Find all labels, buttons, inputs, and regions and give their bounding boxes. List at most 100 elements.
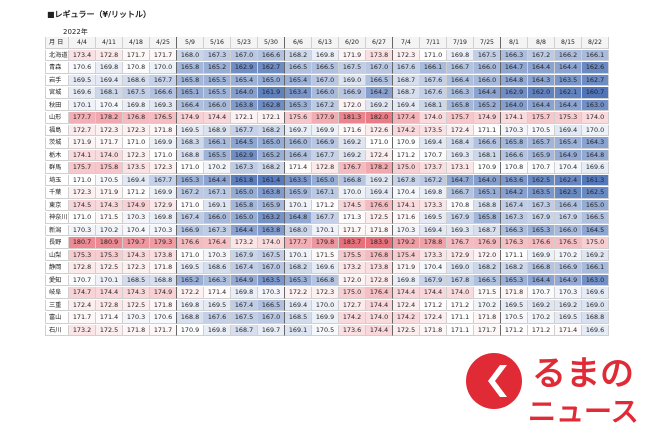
price-cell: 170.3 <box>123 312 150 324</box>
price-cell: 167.0 <box>258 262 285 274</box>
price-cell: 169.4 <box>123 174 150 187</box>
price-cell: 169.2 <box>366 174 393 187</box>
prefecture-name: 愛知 <box>45 274 69 287</box>
price-cell: 168.5 <box>123 274 150 287</box>
price-cell: 169.5 <box>204 299 231 312</box>
price-cell: 176.4 <box>366 287 393 299</box>
price-cell: 162.4 <box>555 174 582 187</box>
prefecture-name: 長野 <box>45 237 69 249</box>
price-cell: 164.4 <box>555 62 582 74</box>
price-cell: 165.8 <box>501 137 528 149</box>
price-cell: 176.7 <box>447 237 474 249</box>
price-cell: 172.8 <box>96 49 123 62</box>
price-cell: 165.1 <box>177 87 204 99</box>
price-cell: 164.2 <box>366 87 393 99</box>
price-cell: 166.0 <box>474 62 501 74</box>
price-cell: 167.2 <box>420 174 447 187</box>
price-cell: 171.7 <box>123 49 150 62</box>
price-cell: 165.2 <box>204 62 231 74</box>
price-cell: 173.4 <box>69 49 96 62</box>
price-cell: 164.9 <box>555 274 582 287</box>
price-cell: 170.6 <box>69 62 96 74</box>
price-cell: 173.1 <box>447 162 474 174</box>
table-title: ■レギュラー（¥/リットル） <box>47 10 152 19</box>
price-cell: 163.0 <box>582 99 609 112</box>
price-cell: 175.6 <box>285 112 312 124</box>
logo-line2: ニュース <box>528 395 639 427</box>
price-cell: 171.1 <box>501 249 528 262</box>
price-cell: 172.3 <box>393 49 420 62</box>
price-cell: 172.2 <box>285 287 312 299</box>
price-cell: 172.3 <box>69 187 96 199</box>
price-cell: 167.8 <box>393 174 420 187</box>
price-cell: 182.0 <box>366 112 393 124</box>
price-cell: 166.6 <box>258 49 285 62</box>
date-header: 4/25 <box>150 37 177 49</box>
price-cell: 170.3 <box>258 287 285 299</box>
price-cell: 172.5 <box>393 324 420 337</box>
price-cell: 170.4 <box>393 187 420 199</box>
price-cell: 163.5 <box>258 274 285 287</box>
price-cell: 167.4 <box>177 212 204 224</box>
price-cell: 169.8 <box>393 274 420 287</box>
price-cell: 174.9 <box>150 287 177 299</box>
table-row: 神奈川 171.0 171.5 170.3 169.8 167.4 166.0 165.0 16… <box>45 212 609 224</box>
price-cell: 166.4 <box>447 74 474 87</box>
price-cell: 171.5 <box>312 249 339 262</box>
price-cell: 170.2 <box>555 249 582 262</box>
price-cell: 165.8 <box>447 99 474 112</box>
price-cell: 171.5 <box>96 212 123 224</box>
price-cell: 174.0 <box>420 112 447 124</box>
price-cell: 173.2 <box>69 324 96 337</box>
price-cell: 169.2 <box>339 137 366 149</box>
price-cell: 163.8 <box>258 187 285 199</box>
price-cell: 178.2 <box>366 162 393 174</box>
price-cell: 165.0 <box>231 212 258 224</box>
price-cell: 164.4 <box>528 274 555 287</box>
price-cell: 171.4 <box>285 162 312 174</box>
price-cell: 174.0 <box>366 312 393 324</box>
price-cell: 172.2 <box>177 287 204 299</box>
date-header: 8/15 <box>555 37 582 49</box>
price-cell: 170.9 <box>177 324 204 337</box>
price-cell: 175.4 <box>393 249 420 262</box>
price-cell: 169.4 <box>555 124 582 137</box>
price-cell: 167.7 <box>312 212 339 224</box>
price-cell: 169.8 <box>204 324 231 337</box>
price-cell: 170.4 <box>96 99 123 112</box>
price-cell: 166.7 <box>447 62 474 74</box>
price-cell: 164.3 <box>528 74 555 87</box>
prefecture-name: 山梨 <box>45 249 69 262</box>
price-cell: 175.7 <box>447 112 474 124</box>
price-cell: 162.5 <box>582 187 609 199</box>
price-cell: 169.5 <box>177 262 204 274</box>
price-cell: 176.8 <box>366 249 393 262</box>
price-cell: 171.0 <box>150 149 177 162</box>
price-cell: 170.3 <box>501 124 528 137</box>
prefecture-name: 埼玉 <box>45 174 69 187</box>
price-cell: 169.5 <box>555 312 582 324</box>
price-cell: 171.0 <box>123 137 150 149</box>
price-cell: 170.0 <box>582 124 609 137</box>
price-cell: 176.9 <box>474 237 501 249</box>
price-cell: 174.4 <box>420 287 447 299</box>
price-cell: 164.7 <box>447 174 474 187</box>
price-cell: 168.3 <box>177 137 204 149</box>
price-cell: 167.9 <box>231 249 258 262</box>
price-cell: 165.0 <box>582 199 609 212</box>
price-cell: 171.6 <box>393 212 420 224</box>
price-cell: 169.6 <box>312 262 339 274</box>
price-cell: 166.1 <box>420 62 447 74</box>
price-cell: 169.8 <box>447 49 474 62</box>
price-cell: 175.7 <box>528 112 555 124</box>
price-cell: 173.5 <box>420 124 447 137</box>
price-cell: 174.2 <box>393 312 420 324</box>
price-cell: 177.7 <box>285 237 312 249</box>
table-row: 栃木 174.1 174.0 172.3 171.0 168.8 165.5 162.9 165… <box>45 149 609 162</box>
price-cell: 166.0 <box>555 224 582 237</box>
price-cell: 181.3 <box>339 112 366 124</box>
price-cell: 163.8 <box>231 99 258 112</box>
price-cell: 175.3 <box>96 249 123 262</box>
price-cell: 174.0 <box>96 149 123 162</box>
price-cell: 166.5 <box>285 62 312 74</box>
